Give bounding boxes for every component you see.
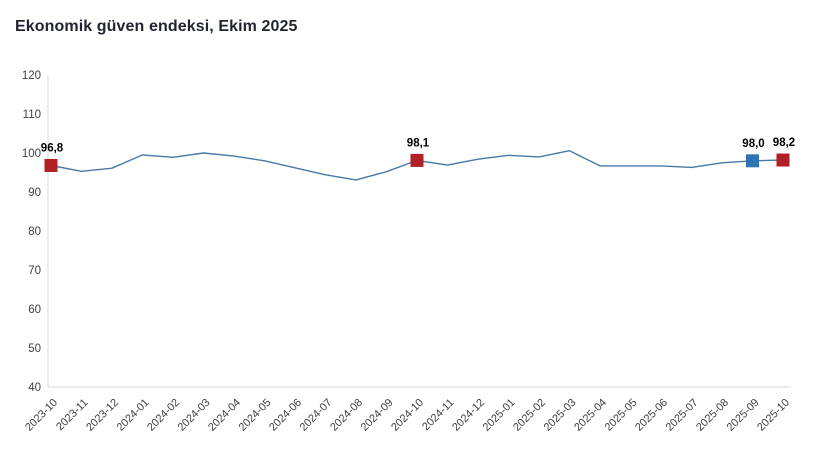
x-tick-label: 2024-04 <box>206 397 243 434</box>
data-point-marker <box>410 153 424 167</box>
y-tick-label: 90 <box>28 187 41 199</box>
chart-title: Ekonomik güven endeksi, Ekim 2025 <box>15 18 298 35</box>
x-tick-label: 2024-03 <box>176 397 213 434</box>
x-tick-label: 2025-02 <box>511 397 548 434</box>
x-tick-label: 2024-05 <box>237 397 274 434</box>
x-tick-label: 2024-08 <box>328 397 365 434</box>
data-point-label: 98,1 <box>407 137 430 149</box>
x-tick-label: 2024-07 <box>298 397 335 434</box>
y-tick-label: 80 <box>28 226 41 238</box>
x-tick-label: 2025-01 <box>481 397 518 434</box>
x-tick-label: 2025-04 <box>572 397 609 434</box>
data-point-label: 96,8 <box>41 142 64 154</box>
x-tick-label: 2023-10 <box>23 397 60 434</box>
data-point-label: 98,0 <box>742 138 764 150</box>
x-tick-label: 2023-12 <box>84 397 121 434</box>
x-tick-label: 2025-05 <box>603 397 640 434</box>
x-tick-label: 2025-08 <box>694 397 731 434</box>
y-tick-label: 110 <box>23 109 41 121</box>
x-tick-label: 2025-07 <box>664 397 701 434</box>
y-tick-label: 120 <box>22 70 41 82</box>
x-tick-label: 2025-03 <box>542 397 579 434</box>
y-tick-label: 100 <box>22 148 41 160</box>
x-tick-label: 2024-01 <box>115 397 152 434</box>
x-tick-label: 2025-10 <box>755 397 792 434</box>
x-tick-label: 2024-10 <box>389 397 426 434</box>
x-tick-label: 2024-06 <box>267 397 304 434</box>
y-tick-label: 50 <box>28 343 41 355</box>
x-tick-label: 2025-06 <box>633 397 670 434</box>
data-point-label: 98,2 <box>773 137 795 149</box>
y-tick-label: 70 <box>28 265 41 277</box>
x-tick-label: 2025-09 <box>725 397 762 434</box>
y-tick-label: 40 <box>28 382 41 394</box>
y-tick-label: 60 <box>28 304 41 316</box>
x-tick-label: 2024-09 <box>359 397 396 434</box>
x-tick-label: 2024-12 <box>450 397 487 434</box>
data-point-marker <box>776 153 790 167</box>
x-tick-label: 2024-02 <box>145 397 182 434</box>
data-point-marker <box>746 154 759 168</box>
data-point-marker <box>44 158 58 172</box>
